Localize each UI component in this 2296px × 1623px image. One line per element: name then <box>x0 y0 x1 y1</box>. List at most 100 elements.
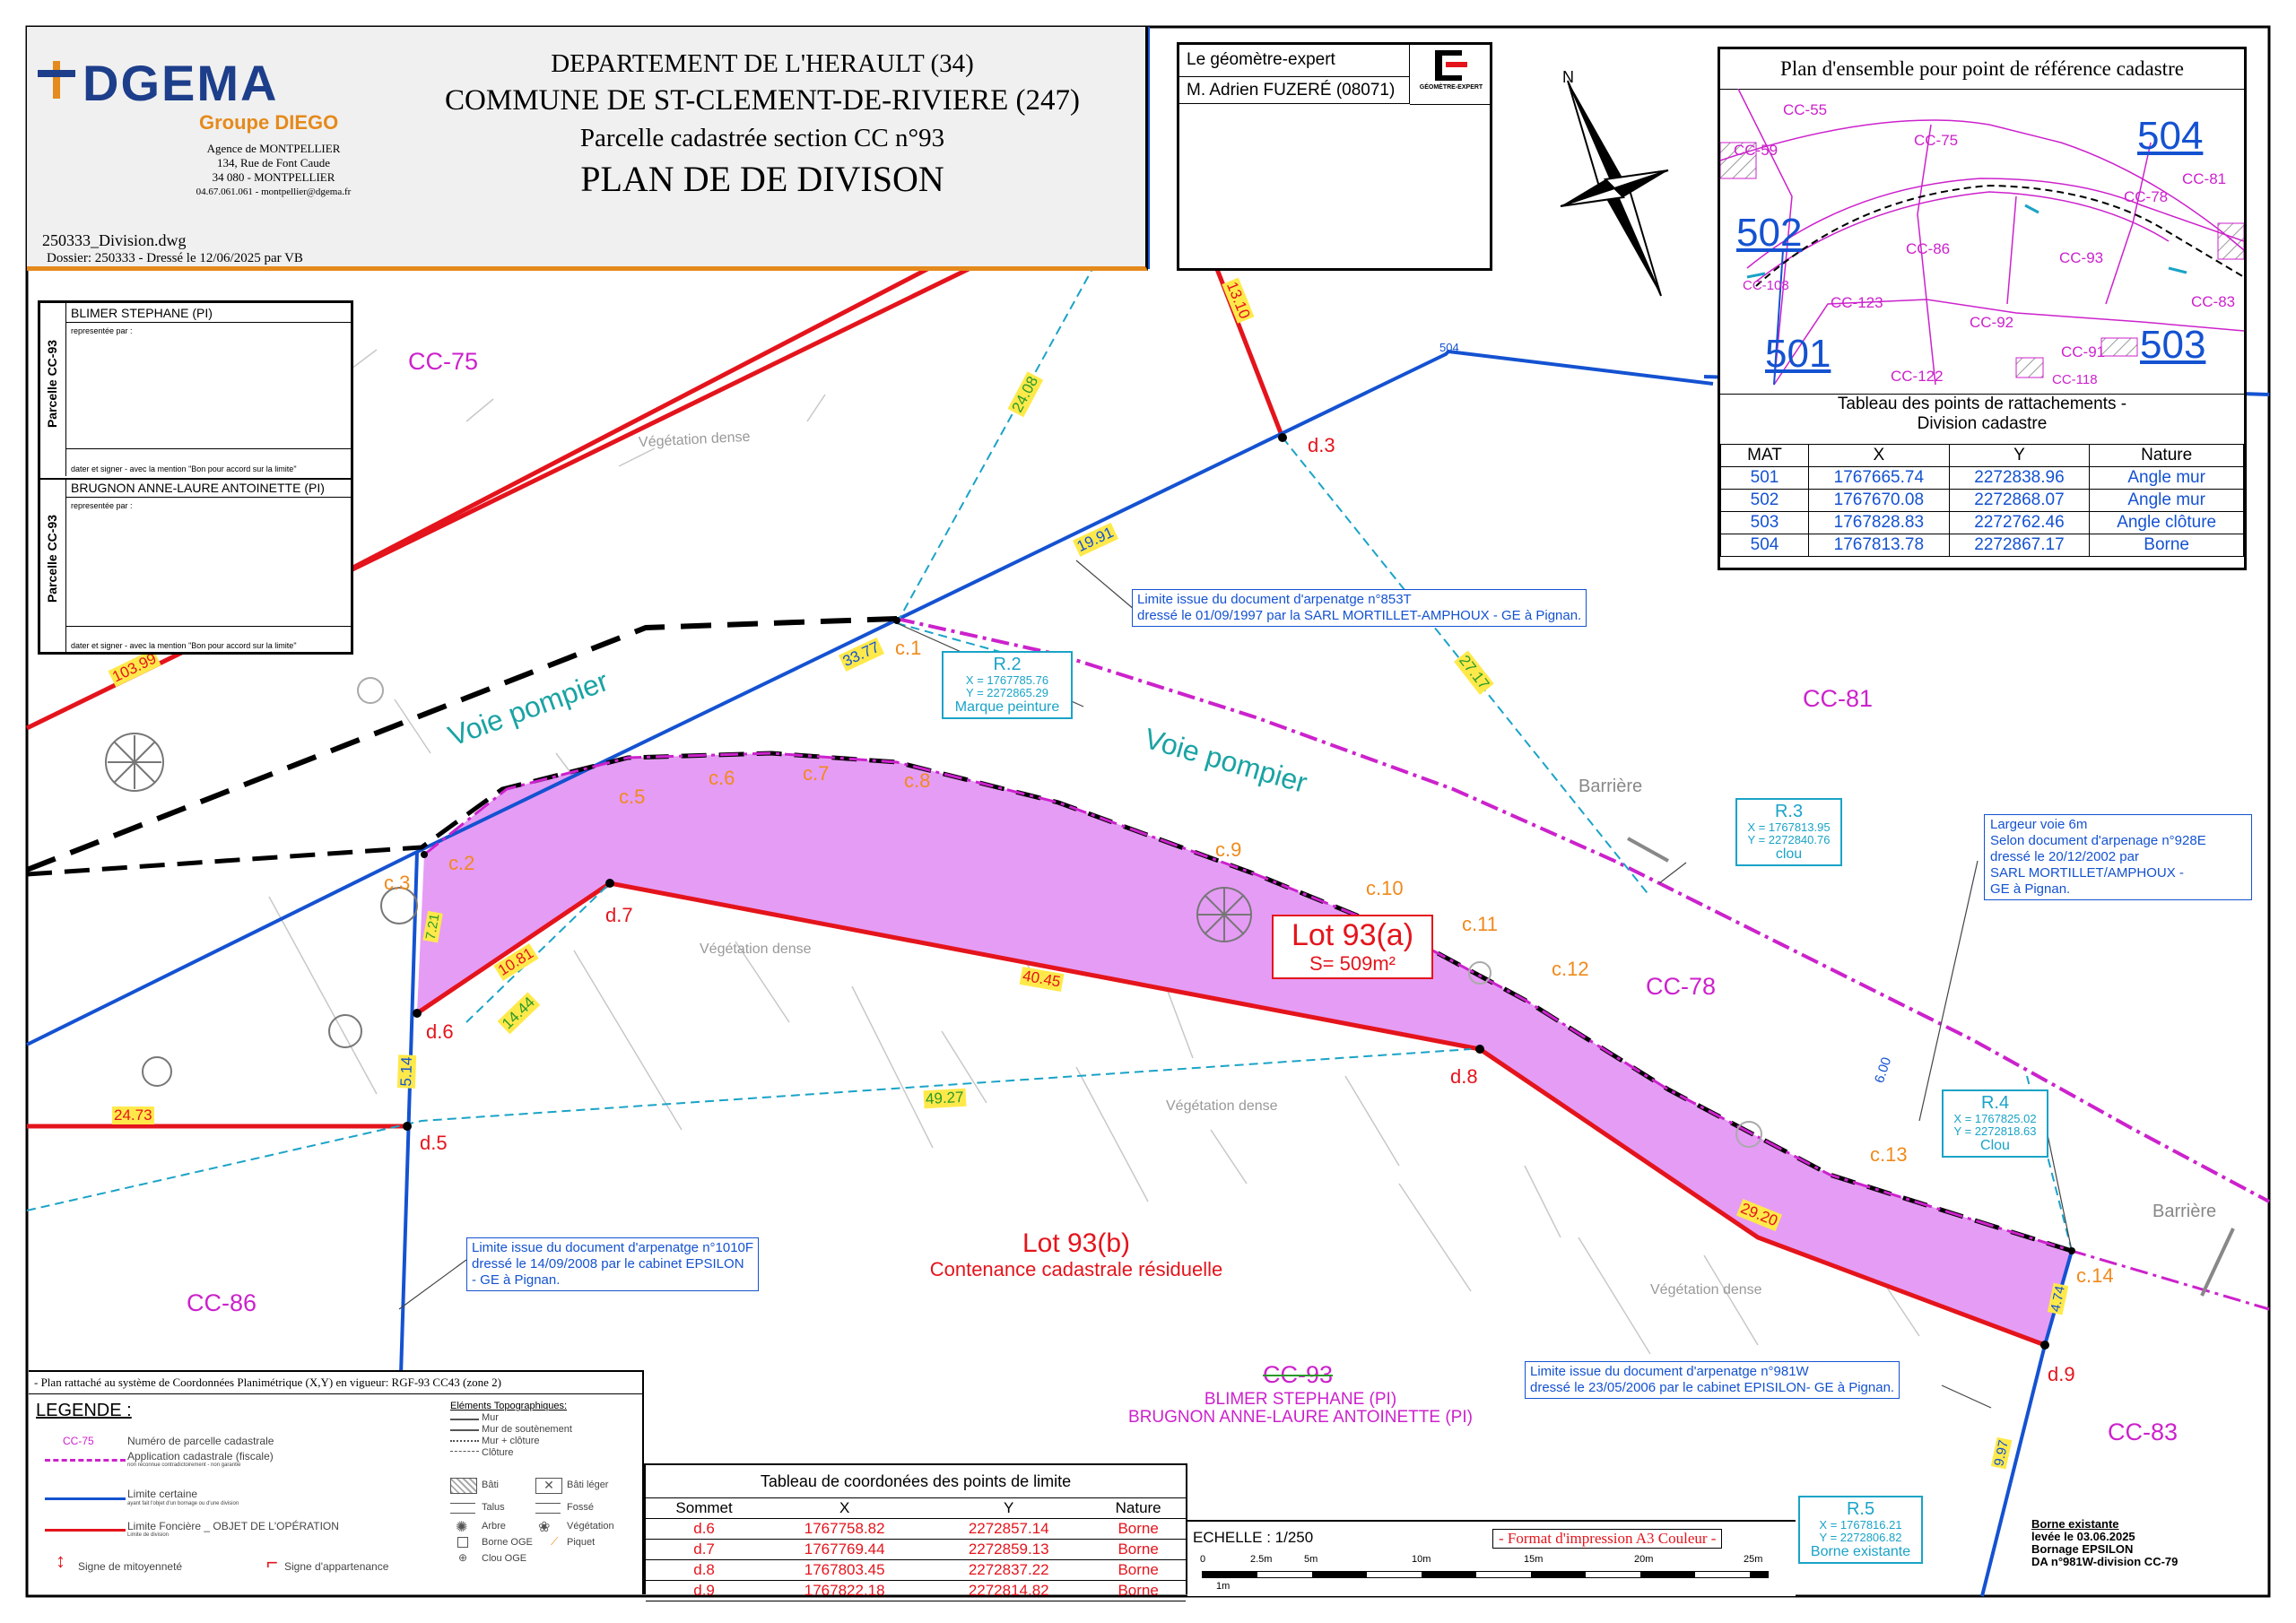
scale-panel: ECHELLE : 1/250 - Format d'impression A3… <box>1187 1520 1796 1596</box>
lot-93b-label: Lot 93(b) Contenance cadastrale résiduel… <box>897 1228 1256 1280</box>
svg-text:N: N <box>1562 68 1574 86</box>
parcel-cc93: CC-93 <box>1263 1361 1334 1388</box>
parcel-cc78: CC-78 <box>1646 973 1717 1000</box>
inset-parcel: CC-59 <box>1734 142 1779 159</box>
signature-panel: Parcelle CC-93 BLIMER STEPHANE (PI) repr… <box>38 300 353 655</box>
note-981w: Limite issue du document d'arpenatge n°9… <box>1525 1361 1900 1399</box>
inset-table-cell: 501 <box>1720 466 1809 490</box>
inset-table-cell: 1767813.78 <box>1808 534 1950 557</box>
bati-leger-icon: ✕ <box>535 1478 562 1494</box>
barrier-mark <box>2200 1228 2235 1297</box>
point-504: 504 <box>1439 341 1459 354</box>
legend-cadastral-line <box>45 1459 126 1462</box>
inset-table-cell: 1767828.83 <box>1808 511 1950 534</box>
coords-table-cell: 2272859.13 <box>926 1539 1091 1560</box>
legend-topo-title: Eléments Topographiques: <box>450 1401 568 1411</box>
coords-table-cell: d.8 <box>646 1559 763 1581</box>
dim-49-27: 49.27 <box>923 1088 967 1109</box>
inset-table-cell: Borne <box>2089 534 2244 557</box>
inset-table-cell: 2272762.46 <box>1948 511 2091 534</box>
coords-table: Sommet X Y Nature d.6 1767758.82 2272857.1… <box>646 1498 1186 1601</box>
coords-table-cell: Borne <box>1091 1518 1186 1540</box>
inset-table-cell: 503 <box>1720 511 1809 534</box>
inset-table-row: 502 1767670.08 2272868.07 Angle mur <box>1720 489 2244 512</box>
inset-table-cell: 1767665.74 <box>1808 466 1950 490</box>
vegetation-texture <box>53 349 1920 1355</box>
inset-table-title: Tableau des points de rattachements - Di… <box>1720 394 2244 434</box>
coords-table-cell: Borne <box>1091 1539 1186 1560</box>
vegetation-icon <box>357 677 1762 1148</box>
inset-point-501: 501 <box>1765 332 1831 376</box>
scale-bar <box>1202 1571 1769 1578</box>
point-c2: c.2 <box>448 852 475 874</box>
point-d3: d.3 <box>1308 434 1335 456</box>
point-c8: c.8 <box>904 769 931 792</box>
legend-panel: - Plan rattaché au système de Coordonnée… <box>29 1370 644 1594</box>
geometre-label: Le géomètre-expert <box>1179 45 1410 77</box>
coords-title: Tableau de coordonées des points de limi… <box>646 1465 1186 1498</box>
legend-system: - Plan rattaché au système de Coordonnée… <box>34 1376 501 1389</box>
barrier-label: Barrière <box>1578 777 1643 796</box>
inset-parcel: CC-55 <box>1783 101 1828 118</box>
inset-table-header: MAT X Y Nature <box>1720 444 2244 467</box>
ref-r2: R.2 X = 1767785.76 Y = 2272865.29 Marque … <box>942 651 1073 719</box>
point-d6: d.6 <box>426 1020 454 1043</box>
signature-owner-1: BLIMER STEPHANE (PI) <box>65 303 351 323</box>
inset-table-cell: 2272838.96 <box>1948 466 2091 490</box>
point-c3: c.3 <box>384 872 411 894</box>
ref-r4: R.4 X = 1767825.02 Y = 2272818.63 Clou <box>1942 1089 2048 1158</box>
inset-parcel: CC-81 <box>2182 170 2227 187</box>
parcel-cc83: CC-83 <box>2108 1419 2179 1445</box>
barrier-mark <box>1627 837 1669 863</box>
parcel-cc81: CC-81 <box>1803 685 1874 712</box>
inset-parcel: CC-93 <box>2059 249 2104 266</box>
logo-group: Groupe DIEGO <box>199 111 339 134</box>
inset-point-502: 502 <box>1736 211 1803 255</box>
inset-parcel: CC-86 <box>1906 240 1951 257</box>
coords-table-row: d.6 1767758.82 2272857.14 Borne <box>646 1518 1186 1540</box>
coords-table-cell: 2272837.22 <box>926 1559 1091 1581</box>
coords-table-row: d.9 1767822.18 2272814.82 Borne <box>646 1580 1186 1601</box>
vegetation-label: Végétation dense <box>700 942 812 957</box>
point-c9: c.9 <box>1215 838 1242 861</box>
note-1010f: Limite issue du document d'arpenatge n°1… <box>466 1237 760 1291</box>
coords-table-row: d.7 1767769.44 2272859.13 Borne <box>646 1539 1186 1560</box>
title-department: DEPARTEMENT DE L'HERAULT (34) <box>551 49 974 78</box>
bati-icon <box>450 1478 477 1494</box>
clou-oge-icon: ⊕ <box>458 1551 468 1564</box>
tree-icon <box>105 733 1252 1087</box>
inset-parcel: CC-122 <box>1891 368 1944 385</box>
ref-r5: R.5 X = 1767816.21 Y = 2272806.82 Borne e… <box>1798 1496 1923 1564</box>
title-commune: COMMUNE DE ST-CLEMENT-DE-RIVIERE (247) <box>445 84 1080 117</box>
cadastral-line-south <box>423 751 2270 1311</box>
dossier-info: Dossier: 250333 - Dressé le 12/06/2025 p… <box>47 251 303 265</box>
inset-table-cell: Angle mur <box>2089 466 2244 490</box>
lot-93b-name: Lot 93(b) <box>1022 1228 1131 1258</box>
coords-table-cell: 2272814.82 <box>926 1580 1091 1601</box>
inset-table: MAT X Y Nature 501 1767665.74 2272838.96 An… <box>1720 444 2244 557</box>
coords-table-cell: 1767769.44 <box>762 1539 927 1560</box>
print-format: - Format d'impression A3 Couleur - <box>1492 1529 1723 1549</box>
inset-table-cell: 2272868.07 <box>1948 489 2091 512</box>
point-c11: c.11 <box>1462 913 1498 935</box>
coords-table-cell: d.9 <box>646 1580 763 1601</box>
vegetation-label: Végétation dense <box>1650 1282 1762 1298</box>
point-c14: c.14 <box>2076 1264 2114 1287</box>
survey-points <box>403 433 2075 1350</box>
inset-table-cell: 1767670.08 <box>1808 489 1950 512</box>
inset-title: Plan d'ensemble pour point de référence … <box>1720 49 2244 90</box>
legend-foncier-line <box>45 1529 126 1532</box>
title-plan: PLAN DE DE DIVISON <box>580 159 944 199</box>
owner-1: BLIMER STEPHANE (PI) <box>1204 1390 1397 1409</box>
point-d5: d.5 <box>420 1132 448 1154</box>
coords-table-cell: Borne <box>1091 1559 1186 1581</box>
fosse-icon <box>535 1503 561 1514</box>
signature-box-1: Parcelle CC-93 BLIMER STEPHANE (PI) repr… <box>40 303 351 480</box>
dim-24-73: 24.73 <box>112 1107 154 1124</box>
inset-parcel: CC-92 <box>1970 314 2014 331</box>
agency-address: Agence de MONTPELLIER 134, Rue de Font C… <box>196 142 352 197</box>
wall-dashed-south <box>26 751 2073 1254</box>
lot-93a-area <box>417 753 2072 1345</box>
talus-icon <box>450 1503 475 1514</box>
coords-table-cell: 1767822.18 <box>762 1580 927 1601</box>
